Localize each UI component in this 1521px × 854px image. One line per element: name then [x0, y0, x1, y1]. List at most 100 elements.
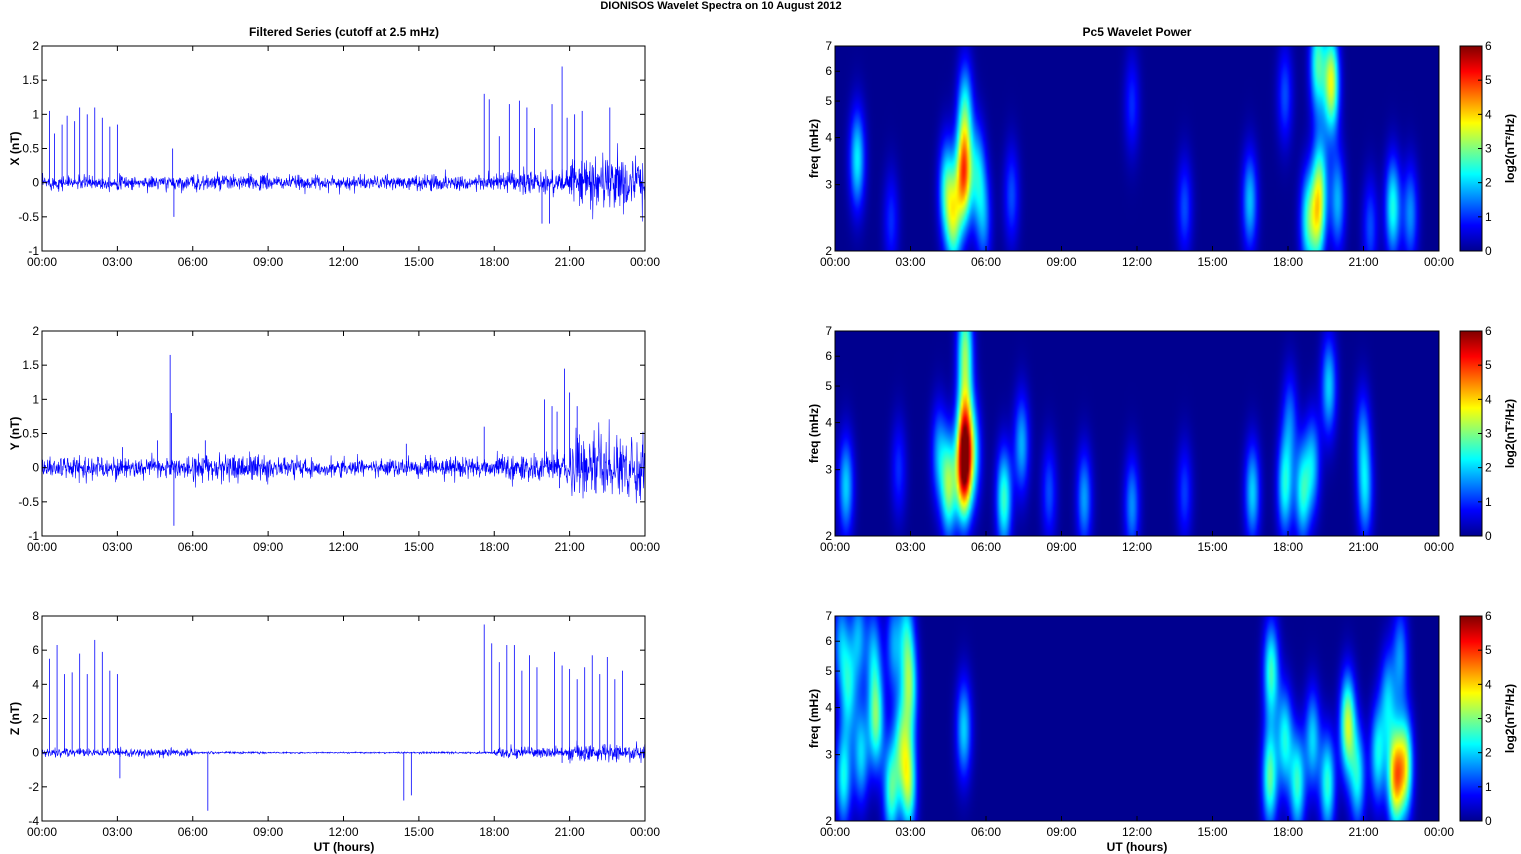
- series-line: [41, 143, 646, 222]
- wavelet-heatmap: [835, 616, 1439, 821]
- y-axis-label: freq (mHz): [807, 404, 821, 463]
- x-tick-label: 03:00: [895, 540, 925, 554]
- x-axis-label-left: UT (hours): [314, 840, 375, 854]
- y-axis-label: freq (mHz): [807, 689, 821, 748]
- colorbar-tick-label: 4: [1485, 392, 1492, 406]
- y-tick-label: 2: [32, 712, 39, 726]
- colorbar-tick-label: 5: [1485, 643, 1492, 657]
- y-tick-label: 6: [825, 634, 832, 648]
- y-axis-label: Y (nT): [8, 417, 22, 451]
- colorbar-tick-label: 5: [1485, 73, 1492, 87]
- wavelet-heatmap: [835, 46, 1439, 251]
- y-tick-label: -2: [28, 780, 39, 794]
- left-column-title: Filtered Series (cutoff at 2.5 mHz): [249, 25, 439, 39]
- colorbar-tick-label: 5: [1485, 358, 1492, 372]
- x-tick-label: 06:00: [178, 540, 208, 554]
- colorbar-label: log2(nT²/Hz): [1503, 114, 1517, 183]
- plot-frame: [41, 330, 646, 537]
- y-tick-label: 0: [32, 746, 39, 760]
- x-tick-label: 09:00: [1046, 540, 1076, 554]
- colorbar-tick-label: 2: [1485, 746, 1492, 760]
- y-tick-label: -0.5: [18, 495, 39, 509]
- x-tick-label: 00:00: [820, 255, 850, 269]
- y-tick-label: 6: [32, 643, 39, 657]
- y-tick-label: 0: [32, 461, 39, 475]
- x-tick-label: 00:00: [1424, 540, 1454, 554]
- x-tick-label: 18:00: [1273, 825, 1303, 839]
- y-tick-label: 1: [32, 392, 39, 406]
- x-tick-label: 00:00: [820, 825, 850, 839]
- colorbar-tick-label: 4: [1485, 677, 1492, 691]
- y-tick-label: 1: [32, 107, 39, 121]
- x-tick-label: 21:00: [1348, 255, 1378, 269]
- y-axis-label: X (nT): [8, 132, 22, 166]
- y-axis-label: freq (mHz): [807, 119, 821, 178]
- timeseries-panel-1: 21.510.50-0.5-100:00 03:00 06:00 09:00 12:00…: [8, 39, 660, 269]
- x-tick-label: 03:00: [102, 255, 132, 269]
- x-tick-label: 12:00: [328, 825, 358, 839]
- x-tick-label: 03:00: [102, 825, 132, 839]
- x-tick-label: 12:00: [1122, 255, 1152, 269]
- colorbar-tick-label: 2: [1485, 176, 1492, 190]
- x-tick-label: 15:00: [404, 825, 434, 839]
- x-tick-label: 15:00: [404, 255, 434, 269]
- colorbar-label: log2(nT²/Hz): [1503, 684, 1517, 753]
- y-tick-label: 6: [825, 64, 832, 78]
- y-tick-label: 4: [32, 677, 39, 691]
- y-tick-label: 2: [32, 39, 39, 53]
- colorbar-tick-label: 0: [1485, 529, 1492, 543]
- x-tick-label: 18:00: [1273, 255, 1303, 269]
- x-tick-label: 18:00: [1273, 540, 1303, 554]
- colorbar-tick-label: 1: [1485, 780, 1492, 794]
- x-tick-label: 00:00: [630, 255, 660, 269]
- x-tick-label: 00:00: [820, 540, 850, 554]
- colorbar-tick-label: 1: [1485, 210, 1492, 224]
- x-tick-label: 12:00: [328, 255, 358, 269]
- x-axis-label-right: UT (hours): [1107, 840, 1168, 854]
- colorbar-tick-label: 4: [1485, 107, 1492, 121]
- y-tick-label: 3: [825, 463, 832, 477]
- x-tick-label: 15:00: [1197, 255, 1227, 269]
- colorbar-label: log2(nT²/Hz): [1503, 399, 1517, 468]
- wavelet-heatmap: [835, 331, 1439, 536]
- x-tick-label: 00:00: [27, 255, 57, 269]
- y-tick-label: 4: [825, 416, 832, 430]
- y-tick-label: 0: [32, 176, 39, 190]
- y-tick-label: 2: [825, 814, 832, 828]
- y-tick-label: 2: [825, 529, 832, 543]
- x-tick-label: 21:00: [555, 825, 585, 839]
- colorbar-tick-label: 6: [1485, 609, 1492, 623]
- y-tick-label: 3: [825, 748, 832, 762]
- x-tick-label: 00:00: [27, 540, 57, 554]
- colorbar-tick-label: 3: [1485, 142, 1492, 156]
- colorbar-tick-label: 0: [1485, 244, 1492, 258]
- x-tick-label: 15:00: [1197, 825, 1227, 839]
- x-tick-label: 06:00: [971, 825, 1001, 839]
- x-tick-label: 21:00: [555, 255, 585, 269]
- y-tick-label: 8: [32, 609, 39, 623]
- series-line: [41, 419, 646, 504]
- y-tick-label: -0.5: [18, 210, 39, 224]
- series-line: [41, 740, 646, 764]
- colorbar-tick-label: 0: [1485, 814, 1492, 828]
- x-tick-label: 09:00: [1046, 825, 1076, 839]
- x-tick-label: 09:00: [253, 540, 283, 554]
- colorbar-tick-label: 3: [1485, 712, 1492, 726]
- y-tick-label: 3: [825, 178, 832, 192]
- y-tick-label: 2: [32, 324, 39, 338]
- y-tick-label: 7: [825, 609, 832, 623]
- x-tick-label: 00:00: [630, 540, 660, 554]
- x-tick-label: 06:00: [178, 825, 208, 839]
- y-tick-label: -1: [28, 244, 39, 258]
- x-tick-label: 18:00: [479, 540, 509, 554]
- y-tick-label: 4: [825, 701, 832, 715]
- y-tick-label: -1: [28, 529, 39, 543]
- x-tick-label: 21:00: [1348, 825, 1378, 839]
- x-tick-label: 03:00: [102, 540, 132, 554]
- x-tick-label: 12:00: [1122, 825, 1152, 839]
- y-tick-label: 0.5: [22, 142, 39, 156]
- y-tick-label: -4: [28, 814, 39, 828]
- x-tick-label: 12:00: [1122, 540, 1152, 554]
